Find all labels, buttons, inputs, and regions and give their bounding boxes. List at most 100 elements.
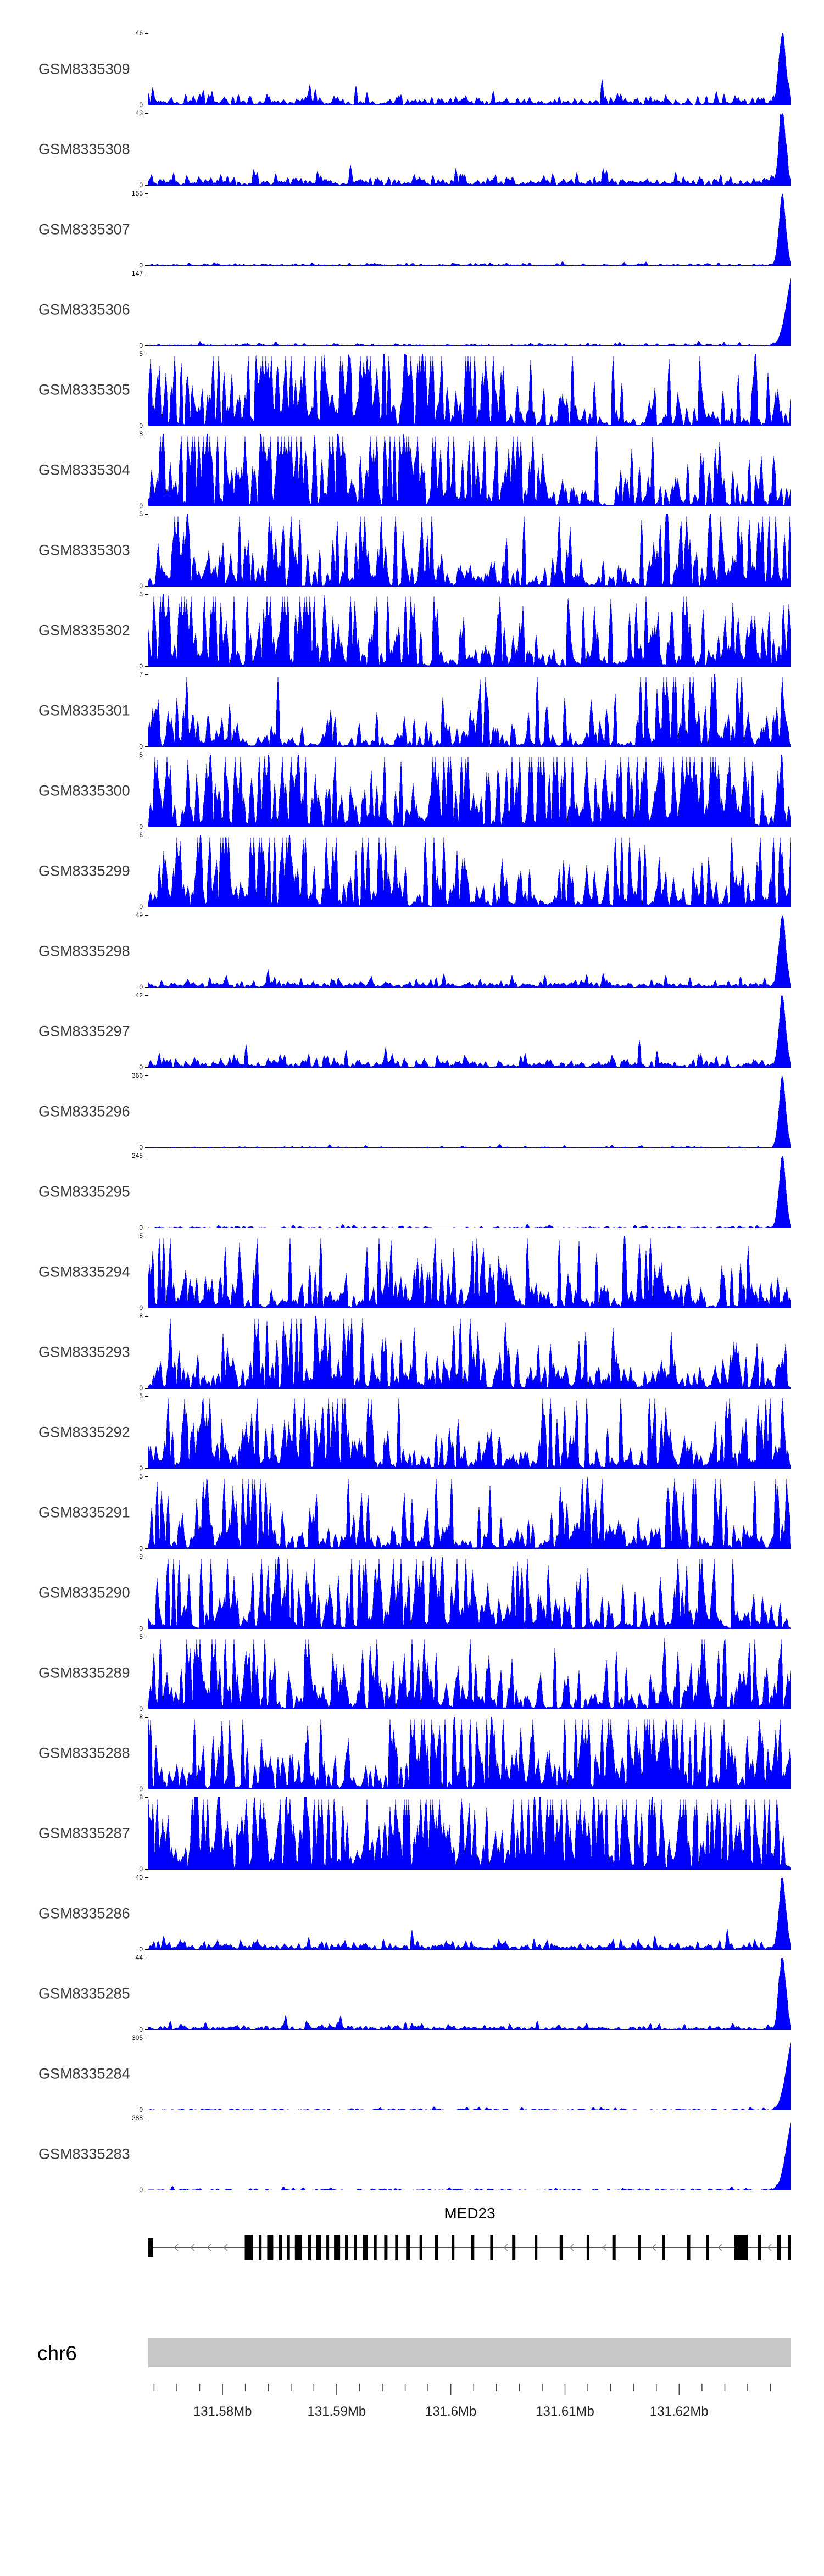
signal-track: GSM8335289 5 0: [0, 1632, 824, 1713]
strand-arrow-left-icon: [718, 2244, 722, 2251]
coverage-histogram: [148, 354, 791, 426]
y-axis-zero-label: 0: [139, 2186, 143, 2194]
signal-track: GSM8335306 147 0: [0, 269, 824, 349]
axis-tick-label: 131.61Mb: [536, 2404, 594, 2419]
signal-track: GSM8335285 44 0: [0, 1953, 824, 2033]
track-label: GSM8335289: [38, 1664, 130, 1681]
y-axis-tick: [145, 265, 148, 266]
signal-track: GSM8335309 46 0: [0, 29, 824, 109]
exon-box: [148, 2238, 153, 2257]
track-label: GSM8335306: [38, 301, 130, 318]
signal-track: GSM8335305 5 0: [0, 349, 824, 430]
exon-box: [354, 2235, 357, 2260]
y-axis-tick: [145, 33, 148, 34]
exon-box: [512, 2235, 516, 2260]
coverage-histogram: [148, 1316, 791, 1389]
exon-box: [279, 2235, 282, 2260]
track-label: GSM8335305: [38, 381, 130, 398]
signal-track: GSM8335290 9 0: [0, 1552, 824, 1632]
exon-box: [586, 2235, 589, 2260]
y-axis-tick: [145, 1388, 148, 1389]
y-axis-max-label: 8: [139, 1713, 143, 1721]
coverage-histogram: [148, 1396, 791, 1469]
exon-box: [435, 2235, 438, 2260]
exon-box: [363, 2235, 368, 2260]
signal-track: GSM8335297 42 0: [0, 991, 824, 1071]
signal-track: GSM8335304 8 0: [0, 430, 824, 510]
y-axis-max-label: 5: [139, 1392, 143, 1400]
track-label: GSM8335297: [38, 1023, 130, 1040]
track-label: GSM8335295: [38, 1183, 130, 1200]
signal-track: GSM8335287 8 0: [0, 1793, 824, 1873]
y-axis-zero-label: 0: [139, 1545, 143, 1552]
strand-arrow-left-icon: [603, 2244, 607, 2251]
track-label: GSM8335287: [38, 1825, 130, 1842]
y-axis-tick: [145, 113, 148, 114]
exon-box: [638, 2235, 641, 2260]
signal-track: GSM8335284 305 0: [0, 2033, 824, 2114]
chromosome-label: chr6: [37, 2342, 77, 2365]
y-axis-zero-label: 0: [139, 261, 143, 269]
track-label: GSM8335288: [38, 1744, 130, 1761]
exon-box: [395, 2235, 398, 2260]
track-label: GSM8335298: [38, 943, 130, 960]
y-axis-tick: [145, 1476, 148, 1477]
track-label: GSM8335294: [38, 1263, 130, 1280]
y-axis-max-label: 8: [139, 1793, 143, 1801]
coverage-histogram: [148, 915, 791, 988]
y-axis-tick: [145, 1797, 148, 1798]
y-axis-max-label: 40: [135, 1874, 143, 1881]
strand-arrow-left-icon: [570, 2244, 574, 2251]
signal-track: GSM8335296 366 0: [0, 1071, 824, 1151]
track-label: GSM8335300: [38, 782, 130, 799]
gene-model-diagram: [148, 2235, 791, 2260]
signal-track: GSM8335286 40 0: [0, 1873, 824, 1953]
track-label: GSM8335285: [38, 1985, 130, 2002]
coverage-histogram: [148, 995, 791, 1068]
track-label: GSM8335303: [38, 542, 130, 559]
y-axis-zero-label: 0: [139, 1224, 143, 1231]
y-axis-tick: [145, 1316, 148, 1317]
y-axis-max-label: 42: [135, 991, 143, 999]
y-axis-zero-label: 0: [139, 1625, 143, 1632]
y-axis-tick: [145, 1147, 148, 1148]
y-axis-max-label: 49: [135, 911, 143, 919]
coverage-histogram: [148, 674, 791, 747]
strand-arrow-left-icon: [224, 2244, 228, 2251]
y-axis-max-label: 8: [139, 430, 143, 438]
y-axis-zero-label: 0: [139, 502, 143, 510]
y-axis-zero-label: 0: [139, 1464, 143, 1472]
y-axis-zero-label: 0: [139, 1705, 143, 1713]
y-axis-zero-label: 0: [139, 1304, 143, 1312]
signal-track: GSM8335298 49 0: [0, 911, 824, 991]
y-axis-zero-label: 0: [139, 662, 143, 670]
coverage-histogram: [148, 1156, 791, 1228]
coverage-histogram: [148, 835, 791, 907]
y-axis-tick: [145, 1877, 148, 1878]
signal-track: GSM8335294 5 0: [0, 1231, 824, 1312]
y-axis-max-label: 46: [135, 29, 143, 37]
y-axis-max-label: 6: [139, 831, 143, 839]
y-axis-tick: [145, 514, 148, 515]
y-axis-tick: [145, 666, 148, 667]
y-axis-max-label: 5: [139, 1633, 143, 1641]
y-axis-tick: [145, 995, 148, 996]
y-axis-max-label: 9: [139, 1553, 143, 1560]
y-axis-zero-label: 0: [139, 1865, 143, 1873]
coverage-histogram: [148, 755, 791, 827]
y-axis-max-label: 5: [139, 1473, 143, 1480]
y-axis-max-label: 8: [139, 1312, 143, 1320]
track-label: GSM8335299: [38, 862, 130, 879]
track-label: GSM8335292: [38, 1424, 130, 1441]
signal-track: GSM8335288 8 0: [0, 1713, 824, 1793]
exon-box: [490, 2235, 493, 2260]
coverage-histogram: [148, 594, 791, 667]
coverage-histogram: [148, 1075, 791, 1148]
coverage-histogram: [148, 1717, 791, 1789]
y-axis-zero-label: 0: [139, 422, 143, 430]
y-axis-tick: [145, 1067, 148, 1068]
exon-box: [384, 2235, 388, 2260]
exon-box: [294, 2235, 302, 2260]
exon-box: [334, 2235, 341, 2260]
